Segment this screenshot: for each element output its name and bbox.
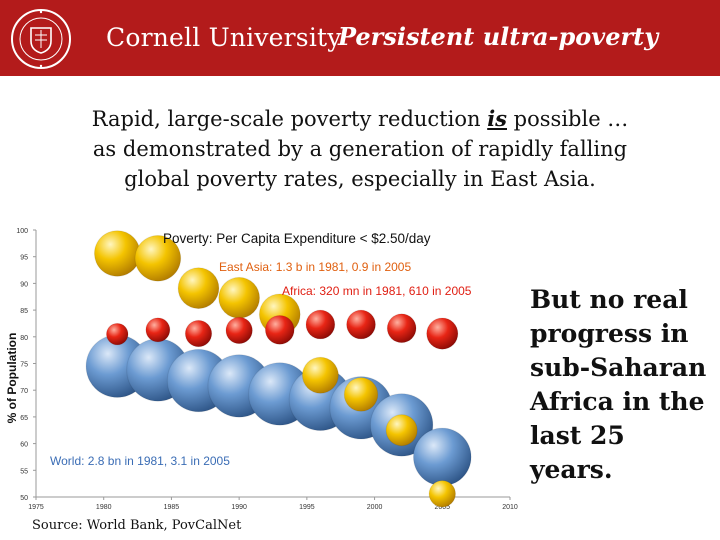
poverty-bubble-chart: 50 55 60 65 70 75 80 85 90 95 100 1975 1980 1985 1990 1… (5, 228, 518, 511)
world-bubble (412, 427, 472, 487)
y-tick-label: 55 (20, 468, 28, 475)
x-tick-label: 1985 (164, 504, 180, 511)
east-asia-bubble (93, 230, 141, 277)
y-tick-label: 80 (20, 335, 28, 342)
y-tick-label: 95 (20, 255, 28, 262)
y-axis-label: % of Population (5, 333, 19, 424)
university-name: Cornell University (106, 23, 342, 52)
y-tick-label: 100 (16, 228, 28, 235)
east-asia-bubble (301, 356, 339, 394)
east-asia-bubble (177, 267, 220, 310)
africa-bubble (184, 319, 213, 348)
east-asia-bubble (134, 235, 182, 282)
headline-line-2: as demonstrated by a generation of rapid… (92, 137, 628, 161)
africa-bubble (346, 309, 376, 340)
cornell-seal-icon (11, 9, 71, 69)
slide-title: Persistent ultra-poverty (338, 22, 659, 51)
annotation-east-asia: East Asia: 1.3 b in 1981, 0.9 in 2005 (219, 260, 411, 274)
headline: Rapid, large-scale poverty reduction is … (20, 104, 700, 194)
y-tick-label: 90 (20, 281, 28, 288)
side-note: But no real progress in sub-Saharan Afri… (530, 285, 707, 484)
y-tick-label: 60 (20, 442, 28, 449)
annotation-africa: Africa: 320 mn in 1981, 610 in 2005 (282, 284, 472, 298)
y-tick-label: 70 (20, 388, 28, 395)
x-tick-label: 2005 (434, 504, 450, 511)
x-tick-label: 1990 (231, 504, 247, 511)
annotation-world: World: 2.8 bn in 1981, 3.1 in 2005 (50, 454, 230, 468)
headline-line-1: Rapid, large-scale poverty reduction is … (20, 104, 700, 134)
y-tick-label: 50 (20, 495, 28, 502)
header-banner (0, 0, 720, 76)
east-asia-bubble (385, 414, 418, 447)
africa-bubble (305, 309, 336, 340)
headline-line-1-start: Rapid, large-scale poverty reduction (91, 107, 488, 131)
chart-title: Poverty: Per Capita Expenditure < $2.50/… (163, 231, 431, 246)
east-asia-bubble (218, 276, 261, 319)
y-tick-label: 65 (20, 415, 28, 422)
africa-bubble (264, 314, 295, 345)
y-tick-label: 75 (20, 362, 28, 369)
headline-line-3: global poverty rates, especially in East… (124, 167, 596, 191)
x-tick-label: 2010 (502, 504, 518, 511)
africa-bubble (105, 322, 129, 346)
east-asia-bubble (343, 377, 379, 412)
chart-bubbles (85, 230, 472, 508)
africa-bubble (225, 316, 253, 345)
africa-bubble (386, 313, 417, 344)
africa-bubble (145, 317, 171, 343)
x-tick-label: 1995 (299, 504, 315, 511)
chart-ticks: 50 55 60 65 70 75 80 85 90 95 100 1975 1980 1985 1990 1… (16, 228, 518, 511)
x-tick-label: 2000 (367, 504, 383, 511)
headline-line-1-end: possible … (507, 107, 629, 131)
y-tick-label: 85 (20, 308, 28, 315)
africa-bubble (426, 317, 459, 350)
headline-emphasis: is (487, 106, 507, 131)
x-tick-label: 1975 (28, 504, 44, 511)
x-tick-label: 1980 (96, 504, 112, 511)
source-note: Source: World Bank, PovCalNet (32, 518, 242, 533)
east-asia-bubble (428, 480, 456, 508)
